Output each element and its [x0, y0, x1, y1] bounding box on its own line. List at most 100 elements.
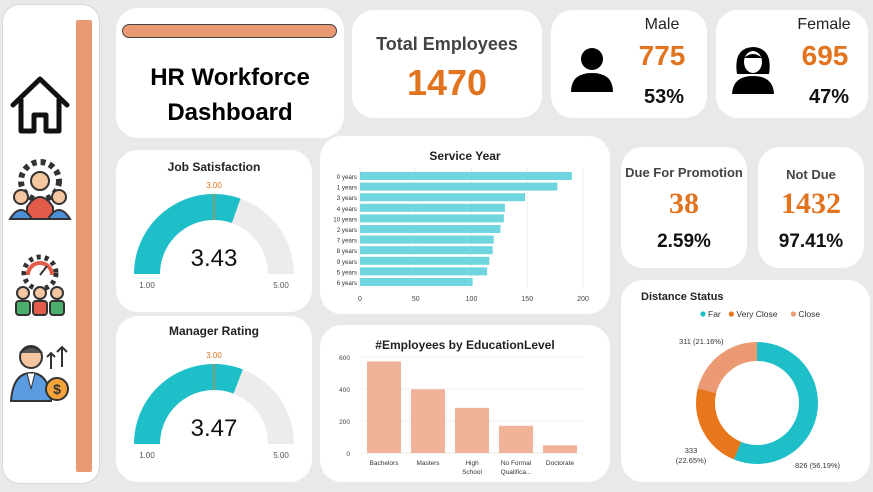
job-satisfaction-title: Job Satisfaction	[167, 160, 261, 174]
promotion-card: Due For Promotion 38 2.59%	[621, 147, 747, 268]
service-year-bar	[360, 193, 526, 202]
education-bar	[499, 425, 533, 453]
home-icon[interactable]	[7, 71, 73, 137]
y-tick-label: 600	[339, 355, 350, 362]
y-tick-label: 400	[339, 387, 350, 394]
performance-team-icon[interactable]	[7, 253, 73, 319]
team-settings-icon[interactable]	[7, 157, 73, 223]
female-user-icon	[732, 47, 774, 94]
x-tick-label: No Formal	[501, 460, 532, 467]
service-year-bar	[360, 225, 501, 233]
gauge-value-label: 3.47	[191, 415, 238, 442]
male-user-icon	[571, 48, 613, 92]
sidebar-accent-bar	[76, 20, 92, 472]
legend-marker	[728, 311, 734, 317]
gauge-max-label: 5.00	[273, 451, 289, 460]
x-tick-label: 50	[412, 296, 420, 303]
manager-rating-title: Manager Rating	[168, 324, 259, 338]
education-bar	[455, 407, 489, 453]
y-tick-label: 0	[346, 451, 350, 458]
y-tick-label: 5 years	[337, 269, 357, 276]
svg-text:$: $	[53, 381, 61, 397]
education-bar	[543, 445, 577, 453]
x-tick-label: 150	[521, 296, 533, 303]
gauge-target-label: 3.00	[206, 181, 222, 190]
gauge-max-label: 5.00	[273, 281, 289, 290]
y-tick-label: 0 years	[337, 174, 357, 181]
legend-label: Close	[798, 309, 820, 319]
y-tick-label: 3 years	[337, 195, 357, 202]
x-tick-label: Qualifica...	[501, 469, 532, 476]
job-satisfaction-gauge: 3.00 3.43 1.00 5.00	[134, 181, 294, 290]
not-due-percent: 97.41%	[778, 231, 844, 252]
education-bar	[411, 389, 445, 453]
male-percent: 53%	[643, 86, 685, 108]
service-year-bar	[360, 267, 488, 276]
y-tick-label: 10 years	[333, 216, 357, 223]
service-year-bar	[360, 172, 572, 180]
slice-label: (22.65%)	[676, 456, 707, 465]
title-card: HR Workforce Dashboard	[116, 8, 344, 138]
page-title-line2: Dashboard	[167, 99, 293, 126]
legend-marker	[700, 311, 706, 317]
promotion-label: Due For Promotion	[625, 165, 743, 180]
x-tick-label: Bachelors	[370, 460, 400, 467]
promotion-count: 38	[669, 187, 699, 220]
donut-slice	[733, 342, 818, 464]
x-tick-label: 200	[577, 296, 589, 303]
female-percent: 47%	[808, 86, 850, 108]
donut-slice	[697, 342, 757, 393]
slice-label: 311 (21.16%)	[679, 337, 724, 346]
x-tick-label: School	[462, 469, 482, 476]
salary-growth-icon[interactable]: $	[7, 339, 73, 405]
y-tick-label: 6 years	[337, 280, 357, 287]
service-year-title: Service Year	[429, 149, 501, 163]
x-tick-label: Masters	[416, 460, 440, 467]
legend-label: Far	[708, 309, 721, 319]
manager-rating-gauge: 3.00 3.47 1.00 5.00	[134, 351, 294, 460]
education-bar	[367, 361, 401, 453]
education-card: #Employees by EducationLevel 0 200 400 600 B…	[320, 325, 610, 482]
service-year-bar	[360, 235, 494, 244]
gauge-min-label: 1.00	[139, 281, 155, 290]
total-employees-label: Total Employees	[376, 34, 518, 54]
distance-status-card: Distance Status Far Very Close Close 826 (5…	[621, 280, 870, 482]
female-count: 695	[801, 40, 849, 71]
gauge-min-label: 1.00	[139, 451, 155, 460]
distance-status-title: Distance Status	[641, 291, 724, 303]
male-count: 775	[638, 40, 686, 71]
male-card: Male 775 53%	[551, 10, 707, 118]
gauge-value-arc	[134, 364, 243, 444]
y-tick-label: 8 years	[337, 248, 357, 255]
total-employees-value: 1470	[406, 62, 488, 103]
service-year-chart: 0 50 100 150 200 0 years 1 years 3 years 4 years…	[333, 168, 589, 303]
sidebar: $	[2, 4, 100, 484]
total-employees-card: Total Employees 1470	[352, 10, 542, 118]
job-satisfaction-card: Job Satisfaction 3.00 3.43 1.00 5.00	[116, 150, 312, 312]
distance-status-chart: Far Very Close Close 826 (56.19%) 333(22.65%…	[676, 309, 841, 470]
manager-rating-card: Manager Rating 3.00 3.47 1.00 5.00	[116, 316, 312, 482]
page-title: HR Workforce Dashboard	[116, 60, 344, 130]
x-tick-label: Doctorate	[546, 460, 575, 467]
service-year-bar	[360, 246, 493, 255]
x-tick-label: High	[465, 460, 479, 467]
male-label: Male	[644, 16, 680, 33]
education-chart: 0 200 400 600 Bachelors Masters High School No F…	[339, 355, 582, 476]
service-year-card: Service Year 0 50 100 150 200 0 years 1 years 3…	[320, 136, 610, 314]
y-tick-label: 7 years	[337, 238, 357, 245]
slice-label: 333	[685, 446, 698, 455]
service-year-bar	[360, 203, 505, 212]
service-year-bar	[360, 182, 558, 191]
service-year-bar	[360, 278, 473, 286]
legend-label: Very Close	[736, 309, 777, 319]
not-due-label: Not Due	[786, 167, 836, 182]
education-title: #Employees by EducationLevel	[375, 338, 555, 352]
legend-marker	[790, 311, 796, 317]
not-due-card: Not Due 1432 97.41%	[758, 147, 864, 268]
y-tick-label: 9 years	[337, 259, 357, 266]
gauge-value-label: 3.43	[191, 245, 238, 272]
title-accent-bar	[122, 24, 337, 38]
y-tick-label: 2 years	[337, 227, 357, 234]
promotion-percent: 2.59%	[657, 231, 711, 252]
y-tick-label: 4 years	[337, 206, 357, 213]
